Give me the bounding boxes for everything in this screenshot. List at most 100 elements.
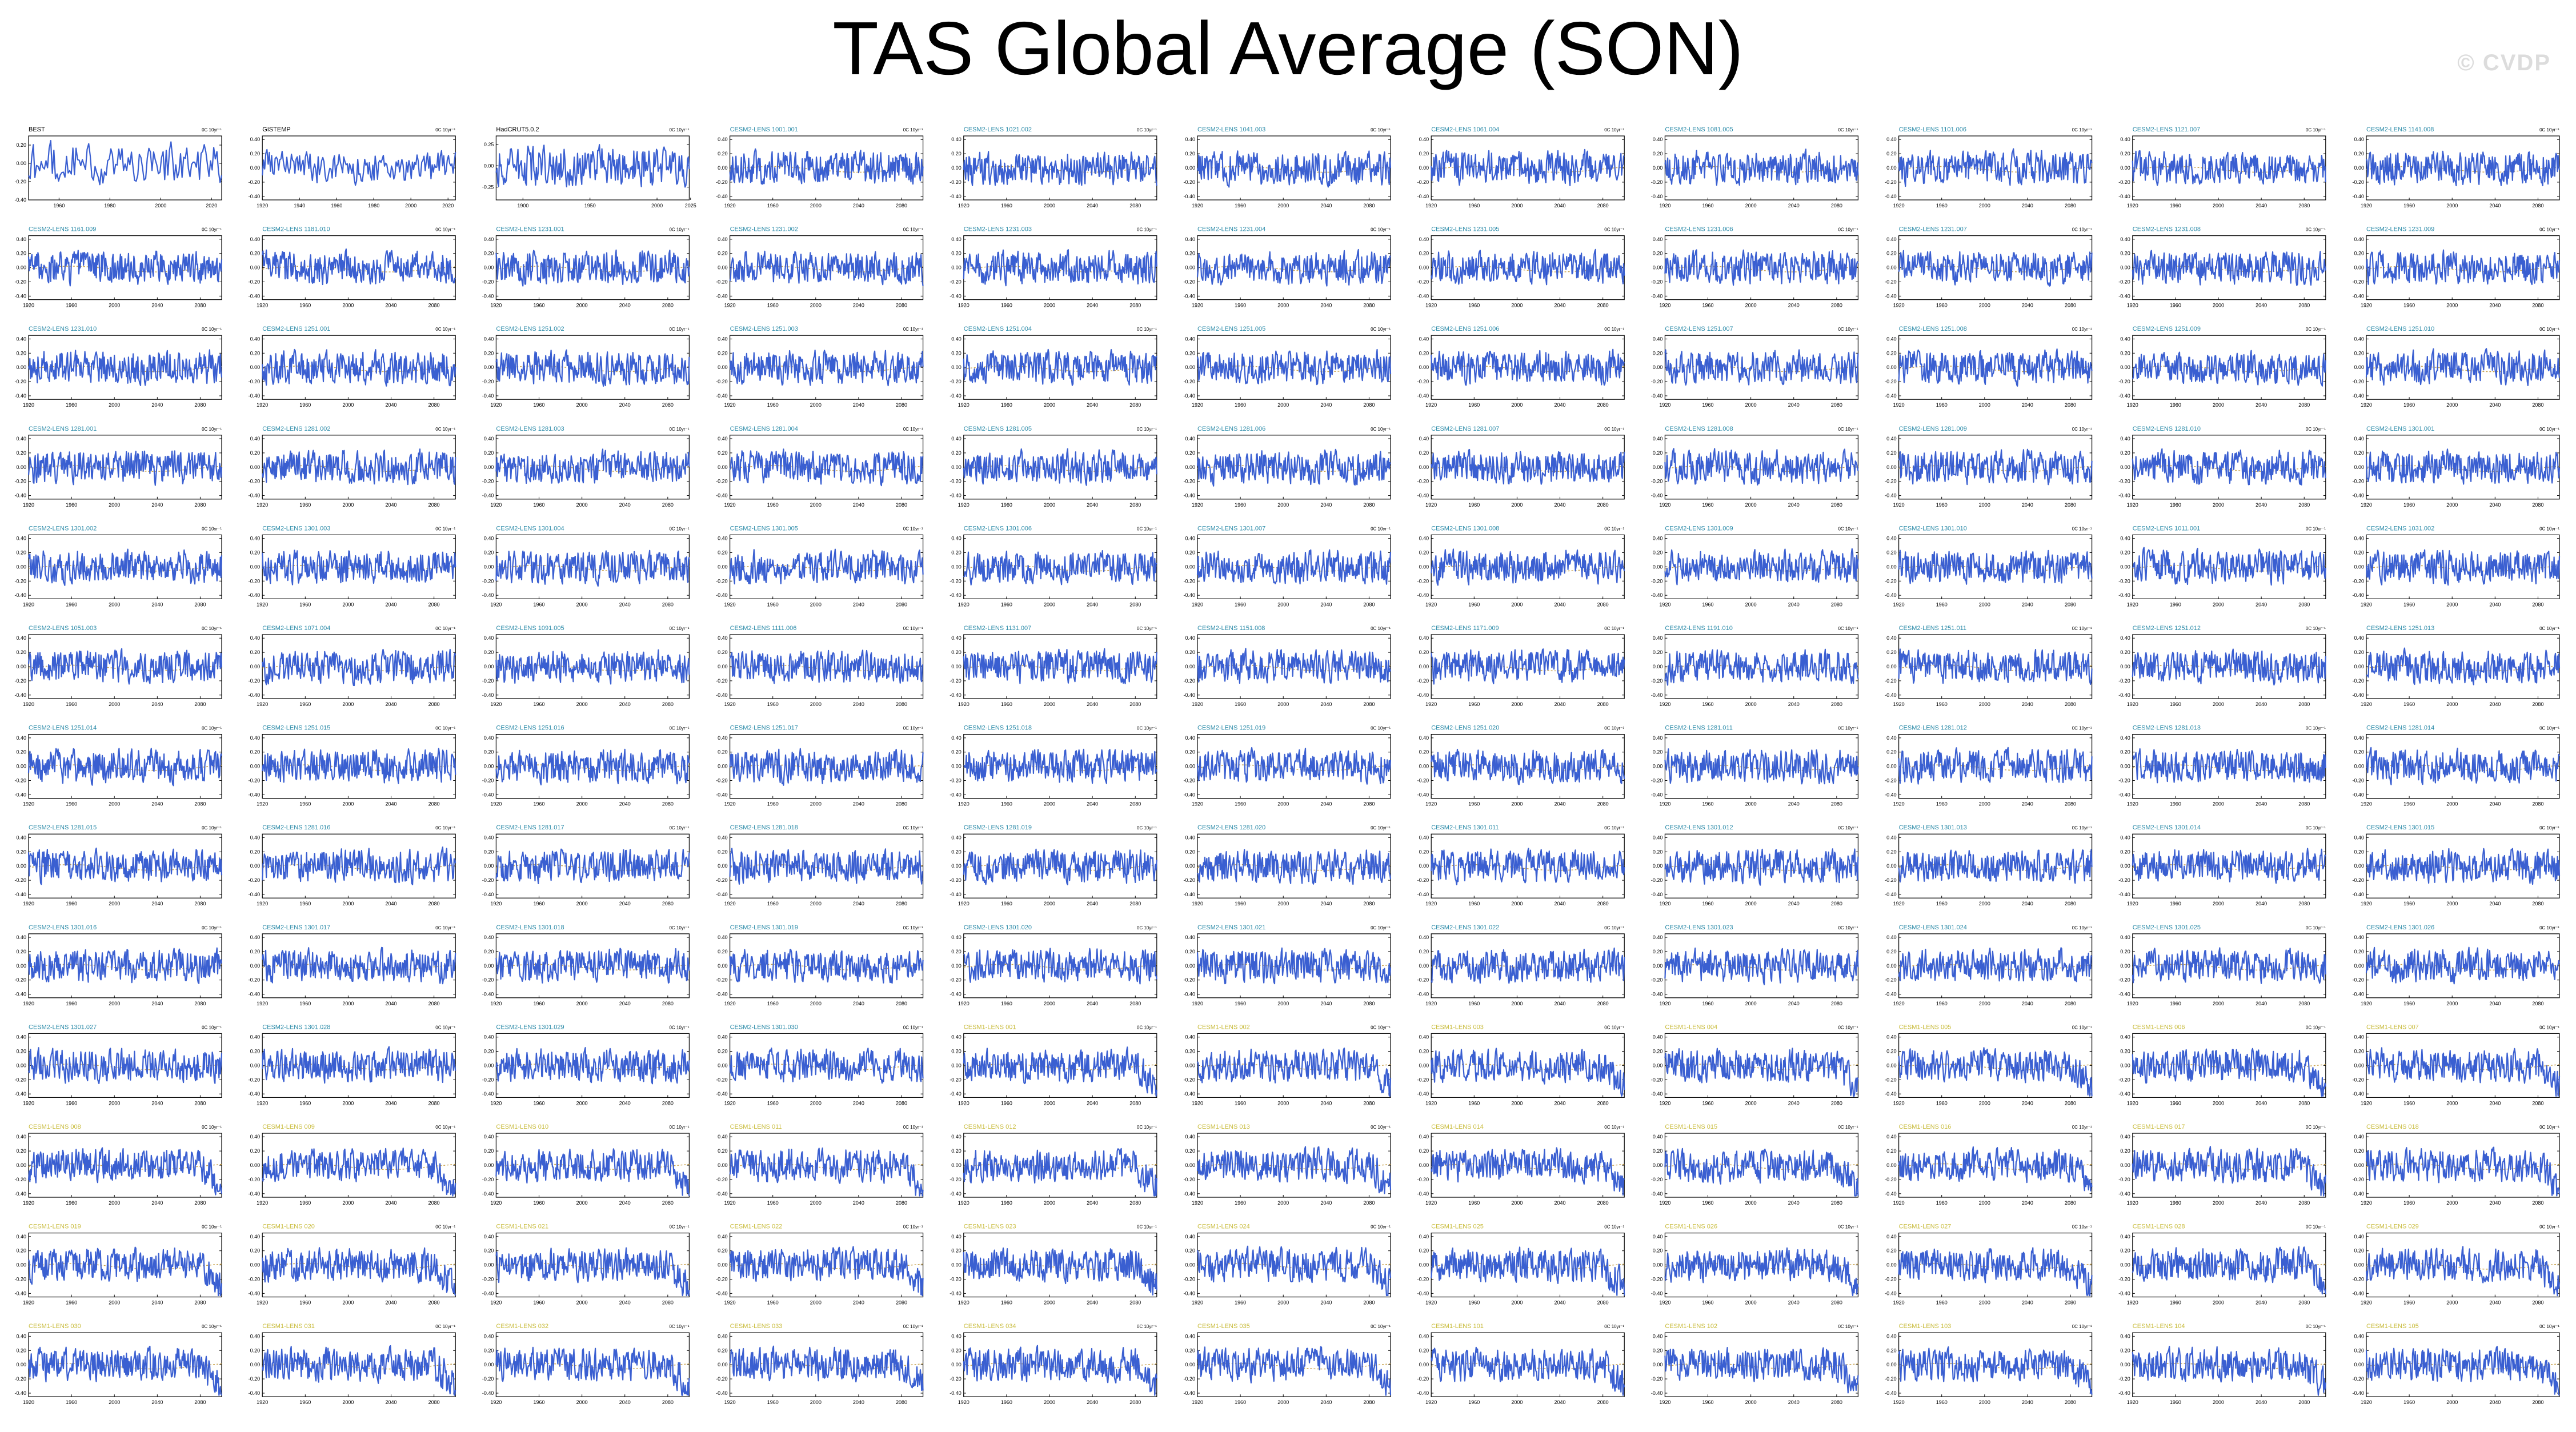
y-tick-label: -0.40 <box>249 592 261 598</box>
y-tick-label: -0.40 <box>2352 592 2364 598</box>
y-tick-label: -0.40 <box>1417 194 1429 199</box>
x-tick-label: 2040 <box>1087 801 1098 807</box>
panel-unit: 0C 10yr⁻¹ <box>202 825 222 831</box>
x-tick-label: 1920 <box>490 701 502 707</box>
x-tick-label: 1960 <box>1936 801 1948 807</box>
x-tick-label: 2080 <box>2298 801 2310 807</box>
panel: CESM2-LENS 1301.022 0C 10yr⁻¹-0.40-0.200.… <box>1417 924 1625 1006</box>
y-tick-label: 0.20 <box>484 849 494 855</box>
panel-title: CESM2-LENS 1121.007 <box>2133 126 2200 133</box>
series-line <box>1898 1047 2093 1097</box>
x-tick-label: 2040 <box>1788 801 1800 807</box>
x-tick-label: 1960 <box>1936 901 1948 906</box>
series-line <box>1664 448 1859 486</box>
y-tick-label: -0.40 <box>1417 1290 1429 1296</box>
panel: CESM2-LENS 1301.006 0C 10yr⁻¹-0.40-0.200.… <box>950 525 1157 607</box>
x-tick-label: 2000 <box>1277 303 1289 308</box>
y-tick-label: 0.40 <box>1185 635 1195 641</box>
x-tick-label: 2000 <box>1511 502 1523 508</box>
x-tick-label: 1980 <box>368 203 379 208</box>
x-tick-label: 2040 <box>2255 1300 2267 1306</box>
series-line <box>963 348 1157 386</box>
y-tick-label: -0.40 <box>1183 194 1195 199</box>
y-tick-label: 0.40 <box>1886 1333 1897 1339</box>
panel-unit: 0C 10yr⁻¹ <box>435 825 455 831</box>
panel-title: CESM2-LENS 1281.001 <box>29 426 97 432</box>
series-line <box>262 448 456 486</box>
series-line <box>1431 149 1625 186</box>
y-tick-label: -0.20 <box>716 479 728 484</box>
y-tick-label: 0.40 <box>2354 835 2364 840</box>
y-tick-label: -0.20 <box>2352 678 2364 684</box>
panel-unit: 0C 10yr⁻¹ <box>2306 227 2326 232</box>
x-tick-label: 1920 <box>257 502 268 508</box>
y-tick-label: 0.00 <box>250 1362 261 1367</box>
trend-line <box>2132 166 2326 173</box>
y-tick-label: 0.40 <box>484 934 494 940</box>
x-tick-label: 1960 <box>1936 1200 1948 1206</box>
x-tick-label: 1920 <box>490 901 502 906</box>
y-tick-label: -0.40 <box>2118 293 2130 299</box>
y-tick-label: -0.40 <box>1417 293 1429 299</box>
x-tick-label: 2000 <box>109 1100 120 1106</box>
x-tick-label: 2080 <box>1129 701 1141 707</box>
y-tick-label: 0.00 <box>718 564 728 569</box>
y-tick-label: 0.40 <box>16 436 26 442</box>
x-tick-label: 2080 <box>1831 1300 1842 1306</box>
x-tick-label: 1960 <box>2403 1300 2415 1306</box>
y-tick-label: 0.40 <box>484 835 494 840</box>
x-tick-label: 2080 <box>194 1300 206 1306</box>
y-tick-label: 0.40 <box>1886 1034 1897 1040</box>
y-tick-label: -0.20 <box>14 179 26 184</box>
x-tick-label: 1960 <box>1235 1399 1246 1405</box>
panel: CESM2-LENS 1301.001 0C 10yr⁻¹-0.40-0.200.… <box>2352 426 2561 508</box>
trend-line <box>730 764 923 771</box>
panel: CESM1-LENS 007 0C 10yr⁻¹-0.40-0.200.000.2… <box>2352 1024 2561 1106</box>
y-tick-label: 0.40 <box>1653 934 1663 940</box>
panel-title: CESM2-LENS 1301.002 <box>29 525 97 532</box>
x-tick-label: 2080 <box>2532 1001 2543 1006</box>
panel: CESM1-LENS 017 0C 10yr⁻¹-0.40-0.200.000.2… <box>2118 1124 2326 1206</box>
x-tick-label: 2040 <box>853 1300 864 1306</box>
x-tick-label: 2040 <box>1087 701 1098 707</box>
y-tick-label: 0.00 <box>718 364 728 370</box>
y-tick-label: 0.20 <box>718 849 728 855</box>
y-tick-label: -0.20 <box>1417 379 1429 384</box>
panel-title: CESM2-LENS 1301.017 <box>262 924 330 931</box>
x-tick-label: 2040 <box>2489 701 2501 707</box>
y-tick-label: -0.40 <box>716 592 728 598</box>
y-tick-label: -0.20 <box>2118 777 2130 783</box>
y-tick-label: 0.20 <box>484 251 494 256</box>
series-line <box>963 151 1157 186</box>
x-tick-label: 2000 <box>2446 1300 2458 1306</box>
x-tick-label: 1960 <box>66 1100 77 1106</box>
y-tick-label: -0.40 <box>950 1091 962 1097</box>
y-tick-label: -0.20 <box>482 678 494 684</box>
y-tick-label: 0.00 <box>250 364 261 370</box>
panel: CESM1-LENS 033 0C 10yr⁻¹-0.40-0.200.000.2… <box>716 1323 924 1405</box>
y-tick-label: 0.40 <box>484 635 494 641</box>
y-tick-label: 0.00 <box>1185 1162 1195 1168</box>
x-tick-label: 2080 <box>194 1100 206 1106</box>
panel: CESM2-LENS 1251.014 0C 10yr⁻¹-0.40-0.200.… <box>14 725 223 807</box>
panel: CESM1-LENS 011 0C 10yr⁻¹-0.40-0.200.000.2… <box>716 1124 924 1206</box>
y-tick-label: 0.20 <box>718 649 728 655</box>
x-tick-label: 1960 <box>1468 502 1480 508</box>
y-tick-label: -0.20 <box>1183 977 1195 983</box>
panel-unit: 0C 10yr⁻¹ <box>2539 327 2559 332</box>
y-tick-label: -0.20 <box>1417 1077 1429 1082</box>
x-tick-label: 1920 <box>958 402 969 408</box>
x-tick-label: 1960 <box>66 1300 77 1306</box>
panel: CESM2-LENS 1301.015 0C 10yr⁻¹-0.40-0.200.… <box>2352 824 2561 906</box>
series-line <box>963 1247 1157 1296</box>
series-line <box>2132 648 2326 686</box>
y-tick-label: 0.20 <box>484 749 494 755</box>
panel: CESM2-LENS 1301.026 0C 10yr⁻¹-0.40-0.200.… <box>2352 924 2561 1006</box>
x-tick-label: 1920 <box>1192 701 1203 707</box>
panel-title: CESM2-LENS 1301.008 <box>1431 525 1499 532</box>
y-tick-label: -0.20 <box>14 1177 26 1182</box>
y-tick-label: 0.40 <box>1886 436 1897 442</box>
panel-title: CESM2-LENS 1301.009 <box>1665 525 1733 532</box>
panel-title: CESM2-LENS 1251.001 <box>262 326 330 332</box>
x-tick-label: 2040 <box>151 402 163 408</box>
